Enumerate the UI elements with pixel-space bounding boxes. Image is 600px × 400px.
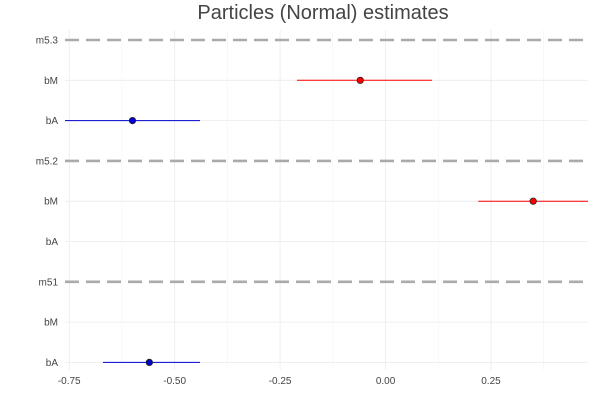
estimate-point <box>529 197 537 205</box>
row-label: m51 <box>39 277 59 288</box>
chart-title: Particles (Normal) estimates <box>197 2 448 24</box>
x-tick-label: -0.25 <box>269 376 292 387</box>
x-axis-ticks: -0.75 -0.50 -0.25 0.00 0.25 <box>58 376 501 387</box>
estimate-point <box>356 76 364 84</box>
estimate-point <box>128 117 137 125</box>
x-tick-label: -0.50 <box>163 376 186 387</box>
row-label: bA <box>46 237 59 248</box>
row-label: bA <box>46 116 59 127</box>
grid-layer <box>65 30 588 370</box>
row-label: bA <box>46 358 59 369</box>
x-tick-label: 0.25 <box>481 376 501 387</box>
row-label: bM <box>44 318 58 329</box>
row-label: m5.3 <box>36 36 59 47</box>
row-label: bM <box>44 76 58 87</box>
estimate-point <box>145 358 153 366</box>
row-label: m5.2 <box>36 156 59 167</box>
x-tick-label: 0.00 <box>376 376 396 387</box>
row-label: bM <box>44 197 58 208</box>
rows-layer: m5.3 bM bA m5.2 bM bA m51 bM bA <box>36 36 588 369</box>
x-tick-label: -0.75 <box>58 376 81 387</box>
